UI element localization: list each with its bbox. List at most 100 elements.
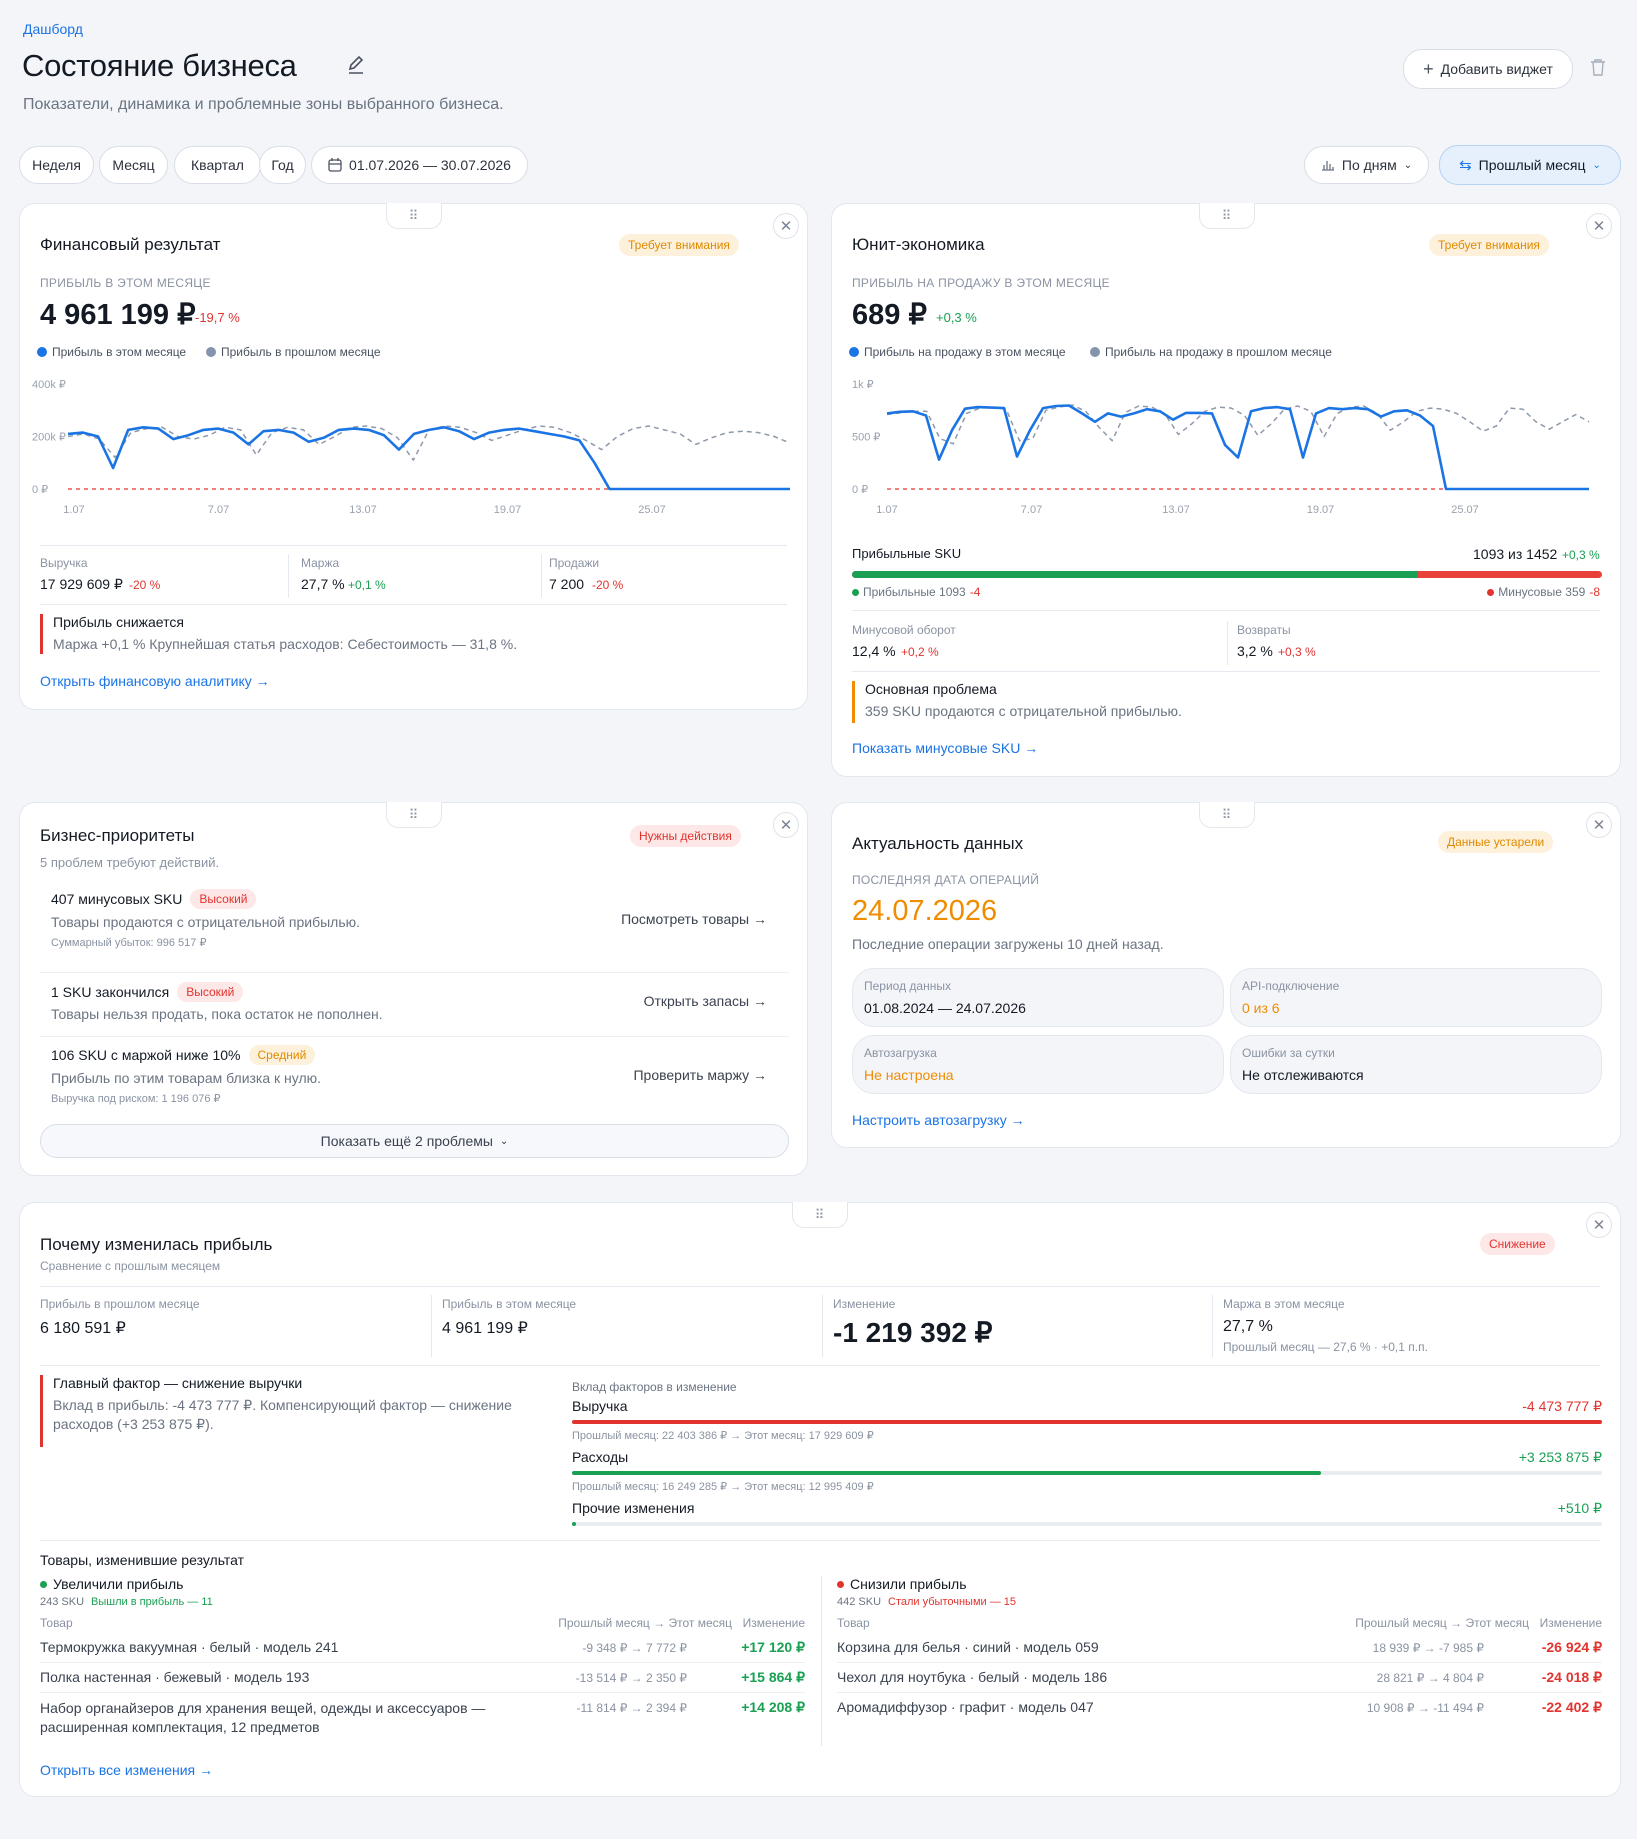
kpi-value: 3,2 % — [1237, 643, 1273, 659]
open-all-changes-link[interactable]: Открыть все изменения → — [40, 1762, 213, 1778]
legend-swatch — [849, 347, 859, 357]
table-row[interactable]: Корзина для белья · синий · модель 059 18… — [837, 1633, 1602, 1663]
close-icon[interactable]: ✕ — [1586, 812, 1612, 838]
section-tag: Стали убыточными — 15 — [888, 1596, 1017, 1608]
metric-caption: ПОСЛЕДНЯЯ ДАТА ОПЕРАЦИЙ — [852, 873, 1040, 887]
close-icon[interactable]: ✕ — [773, 812, 799, 838]
link-label: Открыть финансовую аналитику — [40, 673, 252, 689]
metric-value: 4 961 199 ₽ — [40, 299, 196, 331]
drag-handle[interactable]: ⠿ — [386, 203, 442, 229]
kpi-value: 12,4 % — [852, 643, 896, 659]
close-icon[interactable]: ✕ — [1586, 213, 1612, 239]
filter-week[interactable]: Неделя — [19, 146, 94, 184]
close-icon[interactable]: ✕ — [1586, 1212, 1612, 1238]
legend-label: Прибыль на продажу в этом месяце — [864, 345, 1066, 359]
sku-profitable-legend: Прибыльные 1093 -4 — [852, 585, 980, 599]
date-range-picker[interactable]: 01.07.2026 — 30.07.2026 — [311, 146, 528, 184]
kpi-label: Изменение — [833, 1297, 896, 1311]
widget-subtitle: Сравнение с прошлым месяцем — [40, 1259, 221, 1273]
breadcrumb[interactable]: Дашборд — [23, 21, 83, 37]
add-widget-label: Добавить виджет — [1440, 61, 1553, 77]
drag-handle[interactable]: ⠿ — [386, 802, 442, 828]
info-cell-errors: Ошибки за сутки Не отслеживаются — [1230, 1035, 1602, 1094]
x-tick-label: 13.07 — [1162, 504, 1190, 516]
drag-handle[interactable]: ⠿ — [1199, 203, 1255, 229]
open-finance-link[interactable]: Открыть финансовую аналитику → — [40, 673, 270, 689]
priority-item: 407 минусовых SKU Высокий Товары продают… — [40, 889, 789, 973]
section-title: Увеличили прибыль — [53, 1576, 184, 1592]
col-flow: Прошлый месяц → Этот месяц — [1355, 1616, 1529, 1630]
red-dot-icon — [837, 1580, 844, 1588]
filter-year[interactable]: Год — [259, 146, 306, 184]
legend-delta: -4 — [969, 585, 981, 599]
drag-handle[interactable]: ⠿ — [792, 1202, 848, 1228]
priority-action-button[interactable]: Открыть запасы → — [644, 993, 767, 1009]
priority-desc: Товары нельзя продать, пока остаток не п… — [51, 1006, 383, 1022]
trash-icon[interactable] — [1589, 57, 1607, 77]
legend-label: Прибыль в прошлом месяце — [221, 345, 381, 359]
cell-name: Чехол для ноутбука · белый · модель 186 — [837, 1669, 1108, 1685]
widget-data-freshness: ⠿ ✕ Актуальность данных Данные устарели … — [831, 802, 1621, 1148]
unit-profit-line-chart: 1k ₽ 500 ₽ 0 ₽ 1.07 7.07 13.07 19.07 25.07 — [852, 379, 1590, 516]
filter-quarter[interactable]: Квартал — [174, 146, 261, 184]
factor-name: Прочие изменения — [572, 1500, 695, 1516]
edit-icon[interactable] — [345, 54, 367, 76]
alert-main-problem: Основная проблема 359 SKU продаются с от… — [852, 681, 1182, 723]
kpi-value: 6 180 591 ₽ — [40, 1320, 126, 1337]
legend-current[interactable]: Прибыль в этом месяце — [37, 345, 186, 359]
legend-previous[interactable]: Прибыль в прошлом месяце — [206, 345, 381, 359]
alert-title: Главный фактор — снижение выручки — [53, 1375, 303, 1391]
cell-flow: 28 821 ₽ → 4 804 ₽ — [1376, 1671, 1484, 1685]
series-current-line — [67, 425, 790, 491]
plus-icon: + — [1423, 58, 1434, 79]
widget-title: Бизнес-приоритеты — [40, 826, 195, 845]
legend-previous[interactable]: Прибыль на продажу в прошлом месяце — [1090, 345, 1332, 359]
table-row[interactable]: Чехол для ноутбука · белый · модель 186 2… — [837, 1663, 1602, 1693]
legend-current[interactable]: Прибыль на продажу в этом месяце — [849, 345, 1066, 359]
add-widget-button[interactable]: + Добавить виджет — [1403, 49, 1573, 89]
section-tag: Вышли в прибыль — 11 — [91, 1596, 213, 1608]
show-more-problems-button[interactable]: Показать ещё 2 проблемы ⌄ — [40, 1124, 789, 1158]
setup-autoload-link[interactable]: Настроить автозагрузку → — [852, 1112, 1025, 1128]
drag-handle[interactable]: ⠿ — [1199, 802, 1255, 828]
link-label: Настроить автозагрузку — [852, 1112, 1007, 1128]
metric-delta: -19,7 % — [195, 310, 240, 325]
alert-text: 359 SKU продаются с отрицательной прибыл… — [865, 703, 1182, 719]
last-operation-date: 24.07.2026 — [852, 895, 998, 927]
priority-item: 106 SKU с маржой ниже 10% Средний Прибыл… — [40, 1037, 789, 1121]
compare-select[interactable]: ⇆ Прошлый месяц ⌄ — [1439, 145, 1621, 185]
cell-value: Не отслеживаются — [1242, 1067, 1364, 1083]
page-title: Состояние бизнеса — [22, 48, 297, 83]
granularity-select[interactable]: По дням ⌄ — [1304, 146, 1429, 184]
priority-action-button[interactable]: Посмотреть товары → — [621, 911, 767, 927]
status-badge: Требует внимания — [619, 234, 739, 256]
x-tick-label: 19.07 — [1307, 504, 1335, 516]
cell-name: Термокружка вакуумная · белый · модель 2… — [40, 1639, 339, 1655]
filter-month[interactable]: Месяц — [99, 146, 168, 184]
sku-value: 1093 из 1452 — [1473, 546, 1558, 562]
table-row[interactable]: Полка настенная · бежевый · модель 193 -1… — [40, 1663, 805, 1693]
up-table: Термокружка вакуумная · белый · модель 2… — [40, 1633, 805, 1753]
table-row[interactable]: Набор органайзеров для хранения вещей, о… — [40, 1693, 805, 1743]
factor-bars: Выручка -4 473 777 ₽ Прошлый месяц: 22 4… — [572, 1398, 1602, 1548]
legend-label: Прибыльные 1093 — [863, 585, 966, 599]
show-negative-sku-link[interactable]: Показать минусовые SKU → — [852, 740, 1038, 756]
table-row[interactable]: Аромадиффузор · графит · модель 047 10 90… — [837, 1693, 1602, 1723]
arrow-right-icon: → — [753, 1067, 767, 1083]
priority-action-button[interactable]: Проверить маржу → — [633, 1067, 767, 1083]
cell-value: 0 из 6 — [1242, 1000, 1280, 1016]
col-item: Товар — [40, 1616, 73, 1630]
compare-label: Прошлый месяц — [1478, 157, 1586, 173]
kpi-delta: +0,2 % — [901, 645, 939, 659]
swap-icon: ⇆ — [1459, 157, 1472, 174]
cell-name: Аромадиффузор · графит · модель 047 — [837, 1699, 1094, 1715]
table-row[interactable]: Термокружка вакуумная · белый · модель 2… — [40, 1633, 805, 1663]
priority-level-badge: Высокий — [177, 982, 244, 1002]
series-current-line — [886, 404, 1589, 491]
kpi-value: 27,7 % — [1223, 1318, 1273, 1335]
kpi-delta: +0,3 % — [1278, 645, 1316, 659]
metric-caption: ПРИБЫЛЬ НА ПРОДАЖУ В ЭТОМ МЕСЯЦЕ — [852, 276, 1110, 290]
close-icon[interactable]: ✕ — [773, 213, 799, 239]
chevron-down-icon: ⌄ — [1403, 159, 1413, 171]
show-more-label: Показать ещё 2 проблемы — [320, 1133, 493, 1149]
